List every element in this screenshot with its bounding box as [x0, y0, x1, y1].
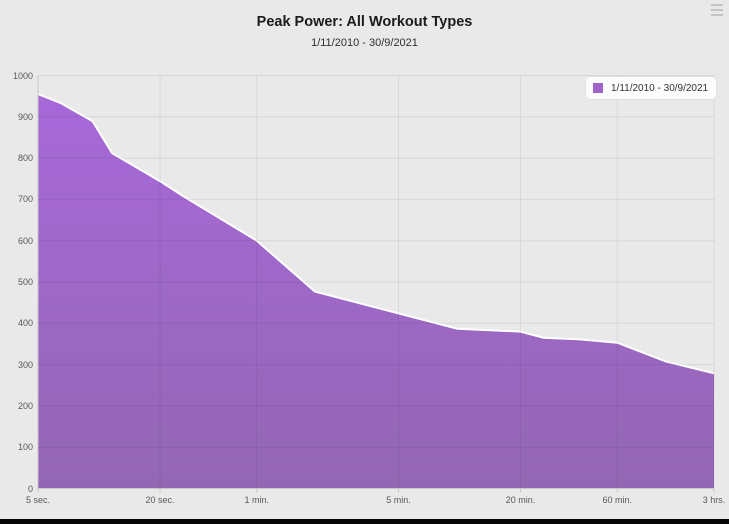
legend-label: 1/11/2010 - 30/9/2021 — [611, 82, 709, 94]
x-axis-label: 5 sec. — [25, 495, 50, 505]
x-axis-label: 20 min. — [505, 495, 536, 505]
y-axis-label: 500 — [17, 277, 33, 287]
gridlines — [38, 75, 715, 489]
hamburger-icon — [711, 14, 723, 16]
y-axis-label: 1000 — [12, 70, 33, 81]
page-title: Peak Power: All Workout Types — [256, 14, 473, 30]
y-axis-label: 200 — [17, 400, 33, 411]
y-axis-label: 300 — [17, 359, 33, 370]
legend-item[interactable]: 1/11/2010 - 30/9/2021 — [586, 77, 716, 99]
x-axis-label: 5 min. — [386, 495, 411, 505]
hamburger-icon — [711, 9, 723, 11]
context-menu-button[interactable] — [710, 3, 726, 17]
x-axis-label: 20 sec. — [145, 495, 175, 505]
axis-lines — [37, 75, 715, 493]
hamburger-icon — [711, 4, 723, 6]
bottom-bar — [0, 519, 729, 524]
series-line — [37, 93, 715, 375]
x-axis-label: 3 hrs. — [702, 495, 726, 505]
y-axis-label: 800 — [17, 153, 33, 164]
y-axis-label: 0 — [27, 483, 33, 494]
y-axis-label: 600 — [17, 235, 33, 246]
x-axis-label: 1 min. — [244, 495, 270, 505]
y-axis-label: 100 — [17, 442, 33, 453]
area-series[interactable] — [37, 93, 715, 489]
y-axis-label: 700 — [17, 194, 33, 205]
legend-swatch-icon — [593, 83, 603, 93]
y-axis-label: 400 — [17, 318, 33, 329]
y-axis-label: 900 — [17, 111, 33, 122]
page-subtitle: 1/11/2010 - 30/9/2021 — [311, 37, 418, 49]
x-axis-label: 60 min. — [602, 495, 633, 505]
